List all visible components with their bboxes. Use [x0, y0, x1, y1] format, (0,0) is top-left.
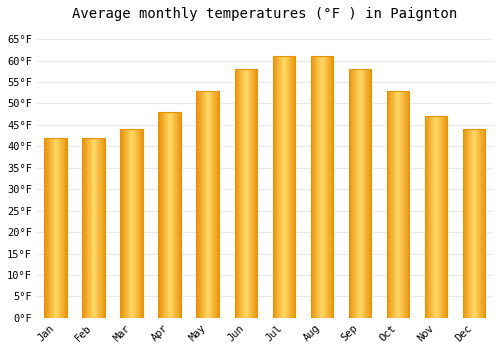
Bar	[424, 116, 448, 318]
Bar	[348, 69, 372, 318]
Bar	[44, 138, 67, 318]
Bar	[462, 129, 485, 318]
Title: Average monthly temperatures (°F ) in Paignton: Average monthly temperatures (°F ) in Pa…	[72, 7, 458, 21]
Bar	[234, 69, 258, 318]
Bar	[82, 138, 105, 318]
Bar	[310, 56, 334, 318]
Bar	[158, 112, 182, 318]
Bar	[272, 56, 295, 318]
Bar	[386, 91, 409, 318]
Bar	[120, 129, 144, 318]
Bar	[196, 91, 220, 318]
